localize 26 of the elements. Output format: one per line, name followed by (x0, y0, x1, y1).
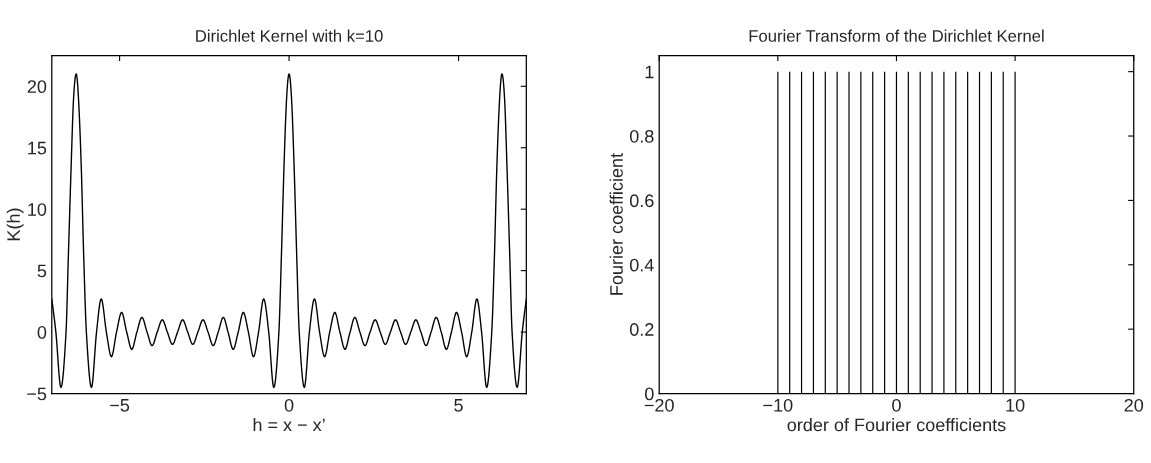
y-tick-label: 0.6 (629, 194, 654, 208)
y-axis-title: Fourier coefficient (609, 153, 623, 295)
x-tick-label: 20 (1124, 398, 1144, 412)
y-tick-label: 15 (28, 141, 47, 155)
x-tick-label: 0 (892, 398, 901, 412)
y-tick-label: 0 (645, 387, 654, 401)
chart-title: Fourier Transform of the Dirichlet Kernel (749, 29, 1044, 42)
y-tick-label: 0.8 (629, 129, 654, 143)
chart-title: Dirichlet Kernel with k=10 (196, 29, 383, 42)
y-tick-label: 1 (645, 65, 654, 79)
x-tick-label: −10 (763, 398, 793, 412)
x-tick-label: −20 (644, 398, 674, 412)
x-tick-label: 10 (1006, 398, 1025, 412)
y-tick-label: 0.2 (629, 323, 654, 336)
x-axis-title: order of Fourier coefficients (787, 418, 1006, 432)
y-tick-label: 0 (37, 326, 47, 339)
x-tick-label: −5 (110, 399, 130, 412)
x-axis-title: h = x − x’ (253, 418, 325, 432)
y-tick-label: −5 (27, 387, 47, 401)
x-tick-label: 5 (454, 399, 463, 412)
y-tick-label: 20 (27, 80, 47, 94)
y-tick-label: 10 (28, 203, 47, 216)
x-tick-label: 0 (284, 398, 294, 412)
y-axis-title: K(h) (6, 208, 24, 241)
y-tick-label: 0.4 (629, 258, 654, 272)
y-tick-label: 5 (37, 264, 47, 278)
